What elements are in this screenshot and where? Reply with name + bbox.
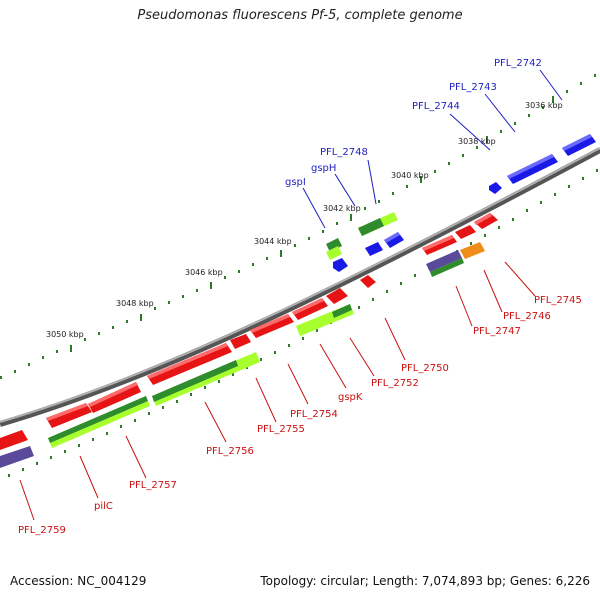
ruler-label: 3050 kbp xyxy=(46,330,84,339)
gene-PFL_2750 xyxy=(360,275,376,288)
gene-label: PFL_2752 xyxy=(371,378,419,389)
accession-text: Accession: NC_004129 xyxy=(10,574,147,588)
gene-PFL_2752 xyxy=(326,288,348,304)
gene-PFL_2746 xyxy=(455,225,476,239)
gene-PFL_2744 xyxy=(489,182,502,194)
leader-lines xyxy=(19,69,563,521)
gene-label: PFL_2745 xyxy=(534,295,582,306)
gene-label: PFL_2748 xyxy=(320,147,368,158)
gene-label: PFL_2759 xyxy=(18,525,66,536)
gene-label: gspK xyxy=(338,392,363,403)
gene-label: PFL_2755 xyxy=(257,424,305,435)
gene-PFL_2756b xyxy=(147,343,232,385)
ruler-label: 3042 kbp xyxy=(323,204,361,213)
reverse-genes xyxy=(0,213,498,450)
gene-PFL_2757 xyxy=(88,382,141,413)
gene-gspI xyxy=(333,258,348,272)
gene-label: PFL_2754 xyxy=(290,409,338,420)
gene-gspH xyxy=(365,242,383,256)
gene-PFL_2754 xyxy=(292,298,328,320)
map-title: Pseudomonas fluorescens Pf-5, complete g… xyxy=(137,8,463,23)
gene-label: PFL_2743 xyxy=(449,82,497,93)
topology-text: Topology: circular; Length: 7,074,893 bp… xyxy=(260,574,590,588)
gene-PFL_2748 xyxy=(384,232,404,248)
gene-PFL_2756 xyxy=(230,334,251,349)
forward-genes xyxy=(333,134,596,272)
gene-label: PFL_2747 xyxy=(473,326,521,337)
gene-label: gspI xyxy=(285,177,306,188)
gene-pilC xyxy=(46,403,92,428)
gene-label: PFL_2744 xyxy=(412,101,460,112)
ruler-label: 3038 kbp xyxy=(458,137,496,146)
ruler-label: 3048 kbp xyxy=(116,299,154,308)
ruler-label: 3036 kbp xyxy=(525,101,563,110)
gene-PFL_2745 xyxy=(474,213,498,229)
genome-backbone xyxy=(0,147,600,427)
ruler-label: 3044 kbp xyxy=(254,237,292,246)
gene-PFL_2742 xyxy=(562,134,596,156)
gene-PFL_2755 xyxy=(250,314,294,338)
ruler-label: 3040 kbp xyxy=(391,171,429,180)
gene-label: pilC xyxy=(94,501,113,512)
gene-label: PFL_2757 xyxy=(129,480,177,491)
gene-label: PFL_2746 xyxy=(503,311,551,322)
gene-PFL_2759 xyxy=(0,430,28,450)
gene-PFL_2743 xyxy=(507,154,558,184)
cds-features xyxy=(0,212,485,468)
gene-label: PFL_2742 xyxy=(494,58,542,69)
gene-label: gspH xyxy=(311,163,336,174)
ruler-label: 3046 kbp xyxy=(185,268,223,277)
outer-ruler xyxy=(0,74,596,379)
gene-label: PFL_2750 xyxy=(401,363,449,374)
gene-label: PFL_2756 xyxy=(206,446,254,457)
